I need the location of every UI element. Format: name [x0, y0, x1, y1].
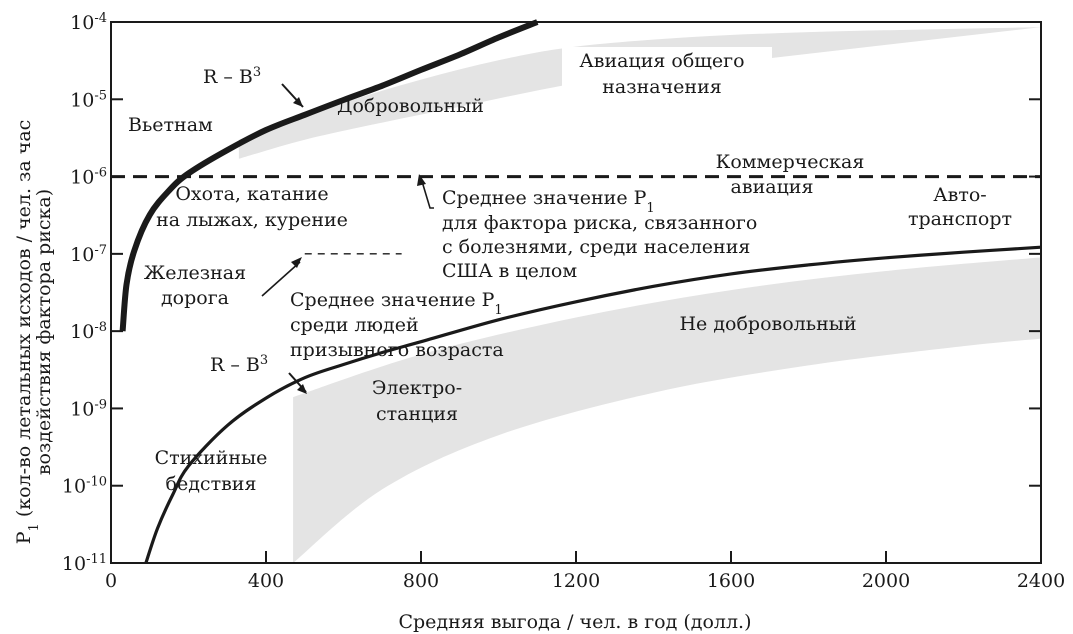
railroad-arrowhead — [291, 257, 302, 268]
label-power-plant-2: станция — [376, 403, 458, 425]
y-tick-label: 10-5 — [70, 88, 107, 112]
label-involuntary: Не добровольный — [679, 313, 856, 335]
label-commercial-aviation-2: авиация — [731, 176, 814, 198]
y-tick-label: 10-8 — [70, 320, 107, 344]
curve-voluntary — [119, 19, 539, 332]
label-voluntary: Добровольный — [337, 95, 484, 117]
x-tick-label: 2400 — [1017, 570, 1065, 592]
label-backdrop — [562, 47, 772, 97]
label-draft-avg-3: призывного возраста — [290, 339, 504, 361]
y-tick-label: 10-9 — [70, 397, 107, 421]
railroad-arrow — [261, 261, 301, 297]
label-draft-avg-1: Среднее значение P1 — [290, 289, 503, 318]
label-disease-avg-4: США в целом — [442, 260, 577, 282]
label-disease-avg-2: для фактора риска, связанного — [442, 212, 757, 234]
shaded-bands — [128, 27, 1042, 563]
label-commercial-aviation-1: Коммерческая — [716, 151, 865, 173]
label-general-aviation-2: назначения — [602, 76, 721, 98]
label-hunting-2: на лыжах, курение — [156, 209, 348, 231]
label-railroad-1: Железная — [144, 262, 246, 284]
y-axis-title: P1 (кол-во летальных исходов / чел. за ч… — [13, 120, 55, 545]
x-axis-title: Средняя выгода / чел. в год (долл.) — [398, 611, 751, 633]
x-tick-label: 1600 — [707, 570, 755, 592]
label-disease-avg-3: с болезнями, среди населения — [442, 236, 750, 258]
label-natural-disasters-2: бедствия — [166, 473, 257, 495]
x-tick-label: 400 — [248, 570, 284, 592]
rb3-top-arrowhead — [293, 97, 303, 107]
x-tick-label: 800 — [403, 570, 439, 592]
x-tick-label: 1200 — [552, 570, 600, 592]
x-tick-label: 2000 — [862, 570, 910, 592]
y-tick-label: 10-7 — [70, 242, 107, 266]
curves — [119, 19, 1042, 564]
rb3-bottom-label: R – B3 — [210, 353, 268, 377]
label-motor-transport-1: Авто- — [933, 184, 986, 206]
y-tick-label: 10-11 — [62, 552, 107, 576]
x-tick-label: 0 — [105, 570, 117, 592]
label-natural-disasters-1: Стихийные — [155, 447, 268, 469]
label-railroad-2: дорога — [161, 287, 229, 309]
disease-avg-arrow — [420, 177, 434, 209]
label-backdrop — [150, 178, 370, 236]
label-power-plant-1: Электро- — [372, 377, 462, 399]
y-axis-ticks: 10-11 10-10 10-9 10-8 10-7 10-6 10-5 10-4 — [62, 11, 1041, 576]
rb3-top-label: R – B3 — [203, 65, 261, 89]
label-draft-avg-2: среди людей — [290, 314, 419, 336]
rb3-bottom-arrowhead — [297, 384, 307, 394]
curve-involuntary — [144, 245, 1042, 564]
svg-text:воздействия фактора риска): воздействия фактора риска) — [33, 189, 55, 475]
x-axis-ticks: 0 400 800 1200 1600 2000 2400 — [105, 551, 1065, 592]
label-backdrop — [128, 256, 244, 316]
band-involuntary-band — [293, 257, 1042, 563]
reference-lines — [111, 175, 1041, 255]
label-vietnam: Вьетнам — [128, 114, 213, 136]
y-tick-label: 10-10 — [62, 474, 107, 498]
disease-avg-arrowhead — [417, 174, 426, 186]
label-disease-avg-1: Среднее значение P1 — [442, 187, 655, 216]
label-general-aviation-1: Авиация общего — [579, 50, 744, 72]
svg-text:P1 (кол-во летальных исходов /: P1 (кол-во летальных исходов / чел. за ч… — [13, 120, 42, 545]
label-motor-transport-2: транспорт — [908, 208, 1012, 230]
y-tick-label: 10-4 — [70, 11, 107, 35]
y-tick-label: 10-6 — [70, 165, 107, 189]
annotations: R – B3 Добровольный Вьетнам Авиация обще… — [128, 50, 1012, 495]
label-hunting-1: Охота, катание — [175, 183, 328, 205]
